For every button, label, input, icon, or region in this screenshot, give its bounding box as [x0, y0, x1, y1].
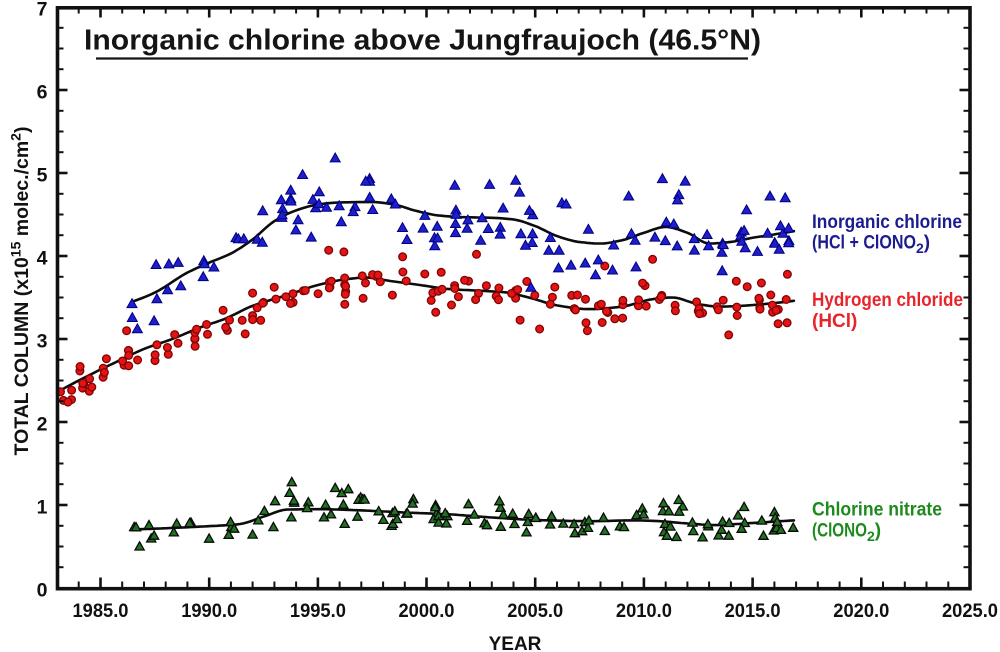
svg-text:4: 4 [37, 247, 48, 269]
svg-text:3: 3 [37, 330, 48, 352]
svg-text:YEAR: YEAR [489, 634, 542, 652]
svg-text:Inorganic chlorine: Inorganic chlorine [812, 212, 962, 233]
svg-text:2020.0: 2020.0 [833, 600, 889, 622]
svg-text:Hydrogen chloride: Hydrogen chloride [812, 290, 963, 311]
svg-text:2005.0: 2005.0 [507, 600, 563, 622]
svg-text:1990.0: 1990.0 [181, 600, 237, 622]
svg-text:7: 7 [37, 0, 48, 20]
svg-text:1995.0: 1995.0 [290, 600, 346, 622]
svg-text:2025.0: 2025.0 [942, 600, 998, 622]
svg-text:1: 1 [37, 496, 48, 518]
svg-text:(HCl + ClONO2): (HCl + ClONO2) [812, 233, 930, 257]
svg-text:Inorganic chlorine above Jungf: Inorganic chlorine above Jungfraujoch (4… [84, 25, 761, 57]
svg-text:(ClONO2): (ClONO2) [812, 521, 881, 545]
svg-text:2000.0: 2000.0 [399, 600, 455, 622]
svg-text:Chlorine nitrate: Chlorine nitrate [812, 500, 942, 521]
svg-text:2: 2 [37, 413, 48, 435]
svg-text:TOTAL COLUMN (x1015 molec./cm2: TOTAL COLUMN (x1015 molec./cm2) [8, 127, 34, 456]
svg-text:0: 0 [37, 579, 48, 601]
svg-text:6: 6 [37, 81, 48, 103]
svg-text:2010.0: 2010.0 [616, 600, 672, 622]
svg-text:2015.0: 2015.0 [725, 600, 781, 622]
svg-text:5: 5 [37, 164, 48, 186]
svg-text:(HCl): (HCl) [812, 311, 857, 332]
svg-text:1985.0: 1985.0 [73, 600, 129, 622]
